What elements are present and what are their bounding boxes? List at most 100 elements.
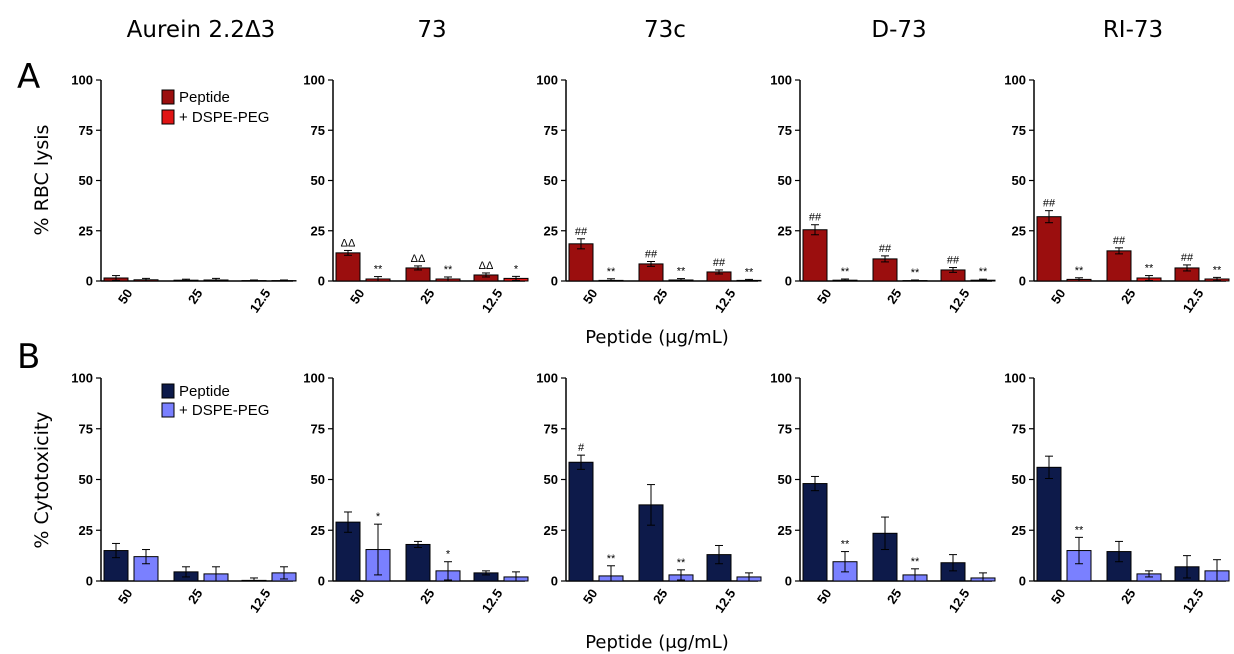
- category-label-50: 50: [580, 286, 601, 306]
- significance-marker: ##: [713, 257, 726, 269]
- legend-label-dspe-peg-a: + DSPE-PEG: [179, 109, 269, 126]
- significance-marker: **: [979, 266, 988, 278]
- x-axis-label-panel-b: Peptide (μg/mL): [585, 632, 729, 653]
- significance-marker: **: [1213, 264, 1222, 276]
- significance-marker: ##: [947, 255, 960, 267]
- bar-peptide-50: [568, 243, 594, 282]
- category-label-25: 25: [884, 286, 905, 306]
- category-label-50: 50: [115, 286, 136, 306]
- y-tick-label: 100: [770, 371, 792, 386]
- y-tick-label: 100: [303, 73, 325, 88]
- category-label-12.5: 12.5: [479, 586, 506, 615]
- y-tick-label: 100: [1004, 371, 1026, 386]
- significance-marker: ##: [809, 212, 822, 224]
- y-tick-label: 0: [1019, 274, 1026, 289]
- category-label-50: 50: [814, 286, 835, 306]
- category-label-50: 50: [115, 586, 136, 606]
- panel-letter-b: B: [17, 337, 40, 377]
- y-tick-label: 50: [778, 173, 792, 188]
- bar-peptide-25: [405, 543, 431, 582]
- chart-a-1: 0 25 50 75 100 50 25 12.5: [71, 73, 297, 315]
- y-tick-label: 100: [71, 371, 93, 386]
- y-tick-label: 25: [544, 523, 558, 538]
- category-label-50: 50: [347, 586, 368, 606]
- significance-marker: *: [446, 549, 451, 561]
- y-tick-label: 100: [770, 73, 792, 88]
- category-label-12.5: 12.5: [712, 286, 739, 315]
- y-tick-label: 100: [1004, 73, 1026, 88]
- y-tick-label: 50: [79, 173, 93, 188]
- chart-a-4: 0 25 50 75 100 ## ** 50 ## ** 25 ## ** 12.5: [770, 73, 996, 315]
- significance-marker: ##: [1113, 235, 1126, 247]
- category-label-12.5: 12.5: [946, 586, 973, 615]
- significance-marker: **: [677, 266, 686, 278]
- significance-marker: **: [1075, 524, 1084, 536]
- column-title-d73: D-73: [871, 17, 926, 43]
- y-tick-label: 50: [1012, 173, 1026, 188]
- panel-letter-a: A: [17, 57, 40, 97]
- y-tick-label: 0: [785, 574, 792, 589]
- y-tick-label: 75: [311, 421, 325, 436]
- y-tick-label: 75: [79, 421, 93, 436]
- chart-b-3: 0 25 50 75 100 # ** 50 ** 25 12.5: [536, 371, 762, 615]
- y-tick-label: 75: [778, 421, 792, 436]
- significance-marker: ##: [575, 226, 588, 238]
- category-label-25: 25: [650, 286, 671, 306]
- x-axis-label-panel-a: Peptide (μg/mL): [585, 327, 729, 348]
- category-label-12.5: 12.5: [1180, 586, 1207, 615]
- significance-marker: *: [376, 511, 381, 523]
- y-tick-label: 50: [778, 472, 792, 487]
- significance-marker: ##: [645, 249, 658, 261]
- y-axis-label-cytotoxicity: % Cytotoxicity: [31, 411, 53, 548]
- y-tick-label: 25: [311, 523, 325, 538]
- bar-peptide-50: [802, 483, 828, 582]
- significance-marker: *: [514, 263, 519, 275]
- y-tick-label: 50: [544, 173, 558, 188]
- y-tick-label: 75: [544, 123, 558, 138]
- significance-marker: ##: [1043, 198, 1056, 210]
- category-label-25: 25: [185, 286, 206, 306]
- y-tick-label: 0: [86, 574, 93, 589]
- significance-marker: **: [911, 267, 920, 279]
- y-tick-label: 50: [79, 472, 93, 487]
- y-tick-label: 25: [778, 223, 792, 238]
- category-label-25: 25: [417, 586, 438, 606]
- y-tick-label: 50: [1012, 472, 1026, 487]
- column-title-ri73: RI-73: [1103, 17, 1163, 43]
- category-label-50: 50: [347, 286, 368, 306]
- legend-panel-a: Peptide + DSPE-PEG: [161, 89, 269, 126]
- chart-a-2: 0 25 50 75 100 ΔΔ ** 50 ΔΔ ** 25 ΔΔ * 12.5: [303, 73, 529, 315]
- y-tick-label: 100: [536, 371, 558, 386]
- significance-marker: **: [1145, 263, 1154, 275]
- category-label-25: 25: [1118, 586, 1139, 606]
- column-title-73: 73: [417, 17, 446, 43]
- bar-peptide-50: [802, 229, 828, 282]
- chart-a-5: 0 25 50 75 100 ## ** 50 ## ** 25 ## ** 12.5: [1004, 73, 1230, 315]
- y-tick-label: 100: [303, 371, 325, 386]
- category-label-12.5: 12.5: [479, 286, 506, 315]
- y-tick-label: 25: [544, 223, 558, 238]
- category-label-25: 25: [417, 286, 438, 306]
- y-tick-label: 0: [551, 574, 558, 589]
- y-tick-label: 0: [318, 574, 325, 589]
- significance-marker: **: [374, 264, 383, 276]
- y-tick-label: 100: [71, 73, 93, 88]
- legend-label-peptide-b: Peptide: [179, 383, 230, 400]
- y-tick-label: 0: [551, 274, 558, 289]
- chart-b-5: 0 25 50 75 100 ** 50 25 12.5: [1004, 371, 1230, 615]
- category-label-12.5: 12.5: [247, 286, 274, 315]
- category-label-25: 25: [1118, 286, 1139, 306]
- chart-b-1: 0 25 50 75 100 50 25 12.5: [71, 371, 297, 615]
- category-label-12.5: 12.5: [1180, 286, 1207, 315]
- y-tick-label: 0: [1019, 574, 1026, 589]
- column-title-73c: 73c: [644, 17, 686, 43]
- y-tick-label: 0: [785, 274, 792, 289]
- chart-b-4: 0 25 50 75 100 ** 50 ** 25 12.5: [770, 371, 996, 615]
- bar-peptide-25: [1106, 250, 1132, 282]
- significance-marker: #: [578, 442, 585, 454]
- significance-marker: ##: [879, 243, 892, 255]
- significance-marker: **: [841, 266, 850, 278]
- y-tick-label: 75: [544, 421, 558, 436]
- legend-panel-b: Peptide + DSPE-PEG: [161, 383, 269, 419]
